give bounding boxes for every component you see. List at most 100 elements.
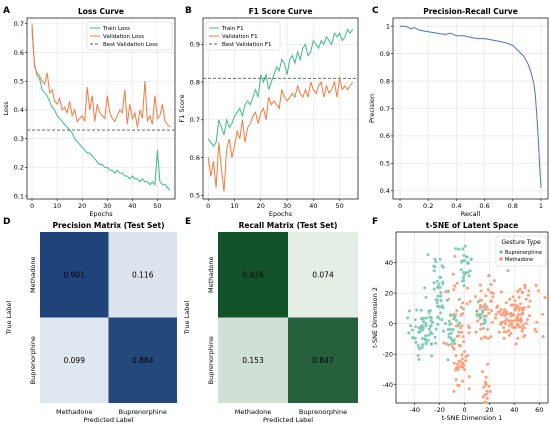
x-axis-label: Predicted Label: [83, 416, 133, 424]
scatter-point: [509, 303, 514, 307]
scatter-point: [446, 289, 451, 293]
scatter-point: [488, 389, 492, 394]
scatter-point: [528, 299, 532, 303]
scatter-point: [441, 265, 445, 269]
scatter-point: [446, 358, 450, 362]
scatter-point: [406, 316, 410, 320]
scatter-point: [494, 312, 498, 317]
scatter-point: [478, 303, 483, 308]
scatter-point: [476, 300, 480, 304]
scatter-point: [487, 311, 491, 315]
scatter-point: [473, 294, 478, 299]
scatter-point: [509, 311, 513, 316]
scatter-point: [475, 309, 479, 313]
scatter-point: [410, 328, 415, 332]
scatter-point: [422, 316, 426, 320]
panel-letter-e: E: [185, 217, 191, 227]
scatter-point: [451, 327, 455, 332]
scatter-point: [416, 353, 420, 358]
chart-title: Precision Matrix (Test Set): [52, 221, 164, 230]
y-tick-label: 0.3: [14, 135, 24, 143]
scatter-point: [454, 366, 459, 370]
panel-c: 0 0.2 0.4 0.6 0.8 1 0.4 0.5 0.6 0.7 0.8 0.9 1 Precisi…: [368, 7, 549, 218]
scatter-point: [461, 334, 465, 339]
scatter-point: [478, 283, 483, 287]
scatter-point: [426, 252, 430, 257]
legend-label: Methadone: [505, 257, 533, 263]
scatter-point: [515, 315, 520, 319]
scatter-point: [516, 289, 520, 294]
x-axis-label: Recall: [461, 210, 481, 218]
scatter-point: [457, 343, 461, 348]
scatter-point: [438, 311, 443, 315]
scatter-point: [462, 349, 467, 354]
legend-label: Train Loss: [102, 26, 130, 32]
heatmap-cell: [288, 317, 358, 403]
panel-f: -40 -20 0 20 40 60 -40 -20 0 20 40 t-SNE of Latent …: [371, 221, 549, 422]
scatter-point: [460, 330, 464, 335]
scatter-point: [486, 336, 491, 341]
scatter-point: [491, 295, 495, 299]
series-line: [31, 23, 171, 128]
y-tick-label: 0.9: [380, 50, 390, 58]
scatter-point: [452, 361, 456, 365]
x-tick-label: 30: [283, 202, 291, 210]
scatter-point: [526, 293, 531, 297]
panel-letter-b: B: [185, 6, 192, 16]
scatter-point: [432, 281, 436, 285]
scatter-point: [416, 343, 420, 348]
series-line: [207, 28, 354, 148]
scatter-point: [478, 327, 483, 331]
y-tick-label: 0.7: [380, 105, 390, 113]
scatter-point: [486, 288, 490, 292]
plot-frame: [202, 17, 359, 200]
scatter-point: [434, 327, 438, 331]
scatter-point: [479, 289, 483, 293]
scatter-point: [497, 330, 501, 334]
scatter-point: [447, 319, 451, 323]
scatter-point: [452, 389, 456, 394]
y-category-label: Methadone: [207, 257, 215, 293]
y-tick-label: 0.9: [190, 41, 200, 49]
scatter-point: [476, 319, 480, 323]
heatmap-cell: [288, 232, 358, 318]
scatter-point: [424, 321, 428, 325]
x-tick-label: 10: [230, 202, 238, 210]
scatter-point: [504, 301, 508, 305]
scatter-point: [514, 342, 518, 346]
cell-value-label: 0.847: [312, 356, 334, 365]
scatter-point: [459, 326, 463, 330]
x-category-label: Buprenorphine: [299, 408, 347, 416]
scatter-point: [407, 331, 411, 335]
cell-value-label: 0.116: [132, 270, 154, 279]
y-tick-label: 0.6: [14, 49, 24, 57]
scatter-point: [524, 297, 528, 301]
y-tick-label: 0.5: [380, 160, 390, 168]
y-tick-label: 0.2: [14, 164, 24, 172]
scatter-point: [454, 377, 458, 382]
y-tick-label: 0.6: [190, 154, 200, 162]
legend-marker: [499, 257, 503, 261]
scatter-point: [480, 369, 485, 374]
scatter-point: [487, 273, 491, 278]
scatter-point: [484, 294, 488, 298]
scatter-point: [503, 319, 508, 323]
legend-title: Gesture Type: [501, 239, 541, 246]
scatter-point: [468, 299, 472, 304]
scatter-point: [502, 330, 506, 334]
scatter-point: [485, 396, 489, 400]
scatter-point: [491, 291, 495, 295]
scatter-point: [458, 321, 462, 325]
scatter-point: [457, 297, 461, 301]
y-tick-label: 0.4: [380, 187, 390, 195]
x-tick-label: 0: [462, 406, 466, 414]
y-category-label: Buprenorphine: [207, 336, 215, 384]
heatmap-cell: [218, 232, 288, 318]
panel-letter-a: A: [3, 6, 10, 16]
scatter-point: [504, 309, 509, 314]
scatter-point: [523, 286, 527, 290]
scatter-point: [442, 341, 446, 345]
x-tick-label: 20: [257, 202, 265, 210]
cell-value-label: 0.884: [132, 356, 154, 365]
